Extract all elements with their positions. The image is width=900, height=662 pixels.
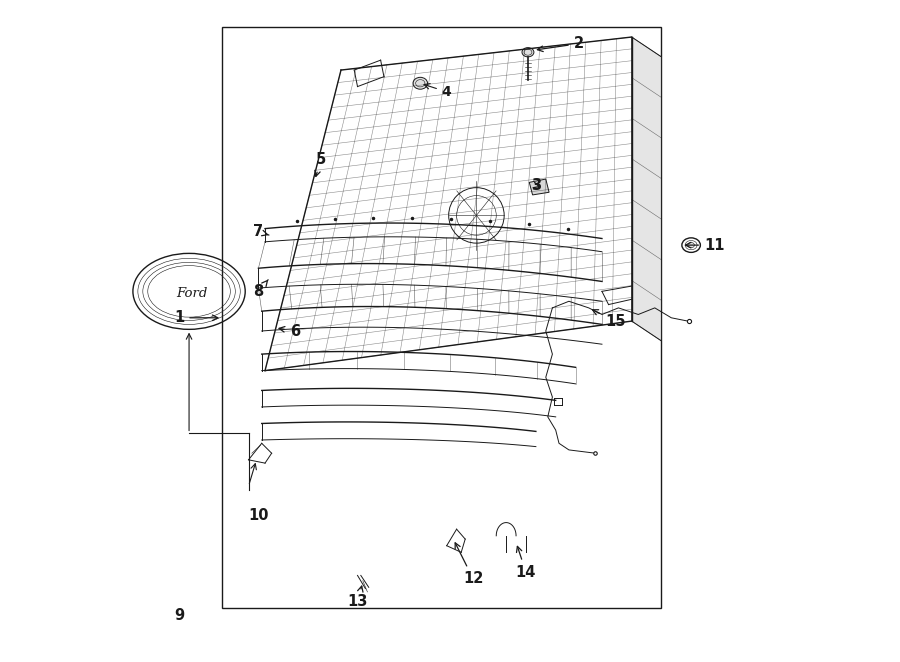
Text: 13: 13 <box>347 586 368 609</box>
Text: 14: 14 <box>516 546 536 580</box>
Text: 8: 8 <box>253 280 268 299</box>
Text: 4: 4 <box>424 83 452 99</box>
Text: 11: 11 <box>686 238 724 253</box>
Text: 2: 2 <box>537 36 584 52</box>
Ellipse shape <box>522 48 534 57</box>
Ellipse shape <box>688 242 695 248</box>
Ellipse shape <box>413 77 428 89</box>
Text: 9: 9 <box>174 608 184 622</box>
Text: 12: 12 <box>455 543 483 587</box>
Text: 10: 10 <box>248 508 269 524</box>
Text: 15: 15 <box>592 310 626 328</box>
Text: 5: 5 <box>315 152 327 176</box>
Text: 3: 3 <box>531 178 541 193</box>
Polygon shape <box>632 37 662 341</box>
Polygon shape <box>529 179 549 195</box>
Text: 7: 7 <box>254 224 269 240</box>
Text: Ford: Ford <box>176 287 208 300</box>
Text: 1: 1 <box>174 310 184 325</box>
Text: 6: 6 <box>279 324 300 338</box>
